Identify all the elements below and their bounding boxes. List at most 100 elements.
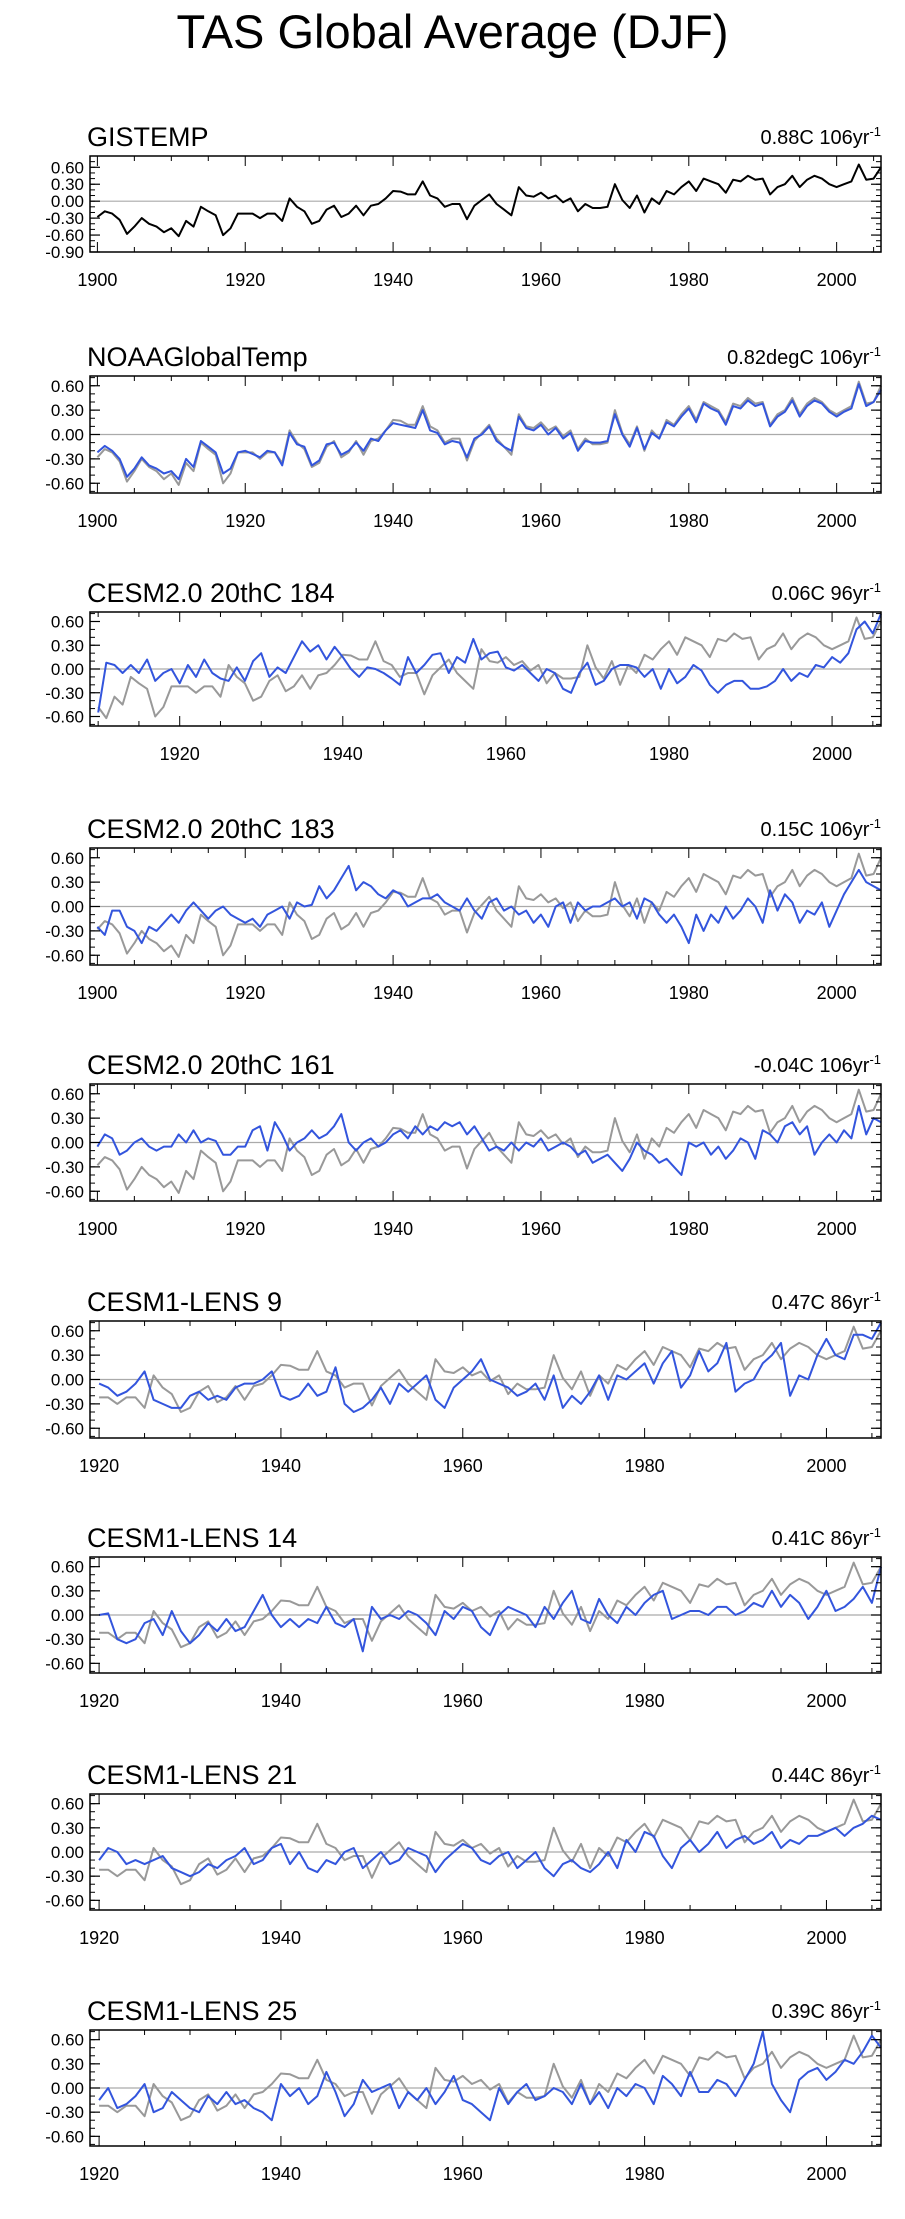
panel-title: CESM2.0 20thC 183 — [87, 814, 335, 844]
x-tick-label: 1980 — [625, 1928, 665, 1948]
x-tick-label: 1960 — [443, 1691, 483, 1711]
trend-exponent: -1 — [869, 816, 881, 831]
series-line-reference — [97, 616, 882, 720]
y-tick-label: -0.30 — [45, 684, 84, 703]
y-tick-label: 0.00 — [51, 426, 84, 445]
x-tick-label: 1980 — [669, 1219, 709, 1239]
y-tick-label: -0.30 — [45, 1630, 84, 1649]
y-tick-label: 0.30 — [51, 1109, 84, 1128]
y-tick-label: -0.30 — [45, 922, 84, 941]
panel-title: CESM1-LENS 9 — [87, 1287, 282, 1317]
series-line-reference — [96, 1088, 882, 1194]
y-tick-label: -0.30 — [45, 209, 84, 228]
panel-3: CESM2.0 20thC 184 0.06C 96yr-1 0.60 0.30 0.0… — [45, 578, 882, 764]
y-tick-label: -0.60 — [45, 1891, 84, 1910]
x-tick-label: 1940 — [261, 2164, 301, 2184]
x-tick-label: 2000 — [817, 270, 857, 290]
trend-exponent: -1 — [869, 1052, 881, 1067]
x-tick-label: 1980 — [625, 1691, 665, 1711]
x-tick-label: 1920 — [225, 270, 265, 290]
x-tick-label: 1940 — [373, 270, 413, 290]
x-tick-label: 1920 — [79, 1456, 119, 1476]
x-tick-label: 1940 — [373, 983, 413, 1003]
x-tick-label: 1920 — [79, 2164, 119, 2184]
y-tick-label: -0.60 — [45, 708, 84, 727]
plot-frame — [89, 155, 882, 253]
x-tick-label: 1940 — [261, 1456, 301, 1476]
panel-6: CESM1-LENS 9 0.47C 86yr-1 0.60 0.30 0.00 -0.3… — [45, 1287, 882, 1476]
series-line-model — [96, 864, 882, 945]
trend-exponent: -1 — [869, 124, 881, 139]
x-tick-label: 1900 — [77, 1219, 117, 1239]
x-tick-label: 1960 — [521, 270, 561, 290]
y-tick-label: 0.00 — [51, 660, 84, 679]
x-tick-label: 2000 — [817, 1219, 857, 1239]
x-tick-label: 2000 — [806, 2164, 846, 2184]
y-tick-label: 0.00 — [51, 1606, 84, 1625]
y-tick-label: -0.60 — [45, 474, 84, 493]
y-tick-label: 0.00 — [51, 1843, 84, 1862]
y-tick-label: 0.30 — [51, 1819, 84, 1838]
trend-label: 0.47C 86yr-1 — [772, 1289, 881, 1314]
figure-title: TAS Global Average (DJF) — [176, 5, 729, 58]
panel-5: CESM2.0 20thC 161 -0.04C 106yr-1 0.60 0.30 0… — [45, 1050, 882, 1239]
trend-exponent: -1 — [869, 1525, 881, 1540]
trend-label: 0.41C 86yr-1 — [772, 1525, 881, 1550]
y-tick-label: 0.60 — [51, 377, 84, 396]
y-tick-label: -0.90 — [45, 243, 84, 262]
y-tick-label: 0.30 — [51, 636, 84, 655]
panel-1: GISTEMP 0.88C 106yr-10.600.300.00-0.30-0.… — [45, 122, 882, 290]
x-tick-label: 1980 — [625, 1456, 665, 1476]
trend-label: 0.15C 106yr-1 — [760, 816, 881, 841]
trend-value: 0.44C 86yr — [772, 1765, 870, 1787]
x-tick-label: 1900 — [77, 270, 117, 290]
y-tick-label: 0.30 — [51, 1582, 84, 1601]
y-tick-label: 0.30 — [51, 1346, 84, 1365]
x-tick-label: 1960 — [486, 744, 526, 764]
x-tick-label: 1980 — [649, 744, 689, 764]
y-tick-label: -0.60 — [45, 226, 84, 245]
y-tick-label: 0.30 — [51, 401, 84, 420]
y-tick-label: 0.60 — [51, 1558, 84, 1577]
series-line-observed — [96, 163, 882, 238]
panel-title: NOAAGlobalTemp — [87, 342, 308, 372]
series-line-reference — [99, 1325, 882, 1413]
y-tick-label: 0.30 — [51, 2055, 84, 2074]
x-tick-label: 2000 — [806, 1456, 846, 1476]
series-line-model — [98, 1814, 882, 1878]
x-tick-label: 2000 — [806, 1691, 846, 1711]
x-tick-label: 1920 — [160, 744, 200, 764]
y-tick-label: -0.60 — [45, 1654, 84, 1673]
y-tick-label: -0.30 — [45, 1158, 84, 1177]
x-tick-label: 1980 — [669, 270, 709, 290]
trend-exponent: -1 — [869, 1289, 881, 1304]
trend-value: 0.41C 86yr — [772, 1528, 870, 1550]
panel-title: GISTEMP — [87, 122, 209, 152]
y-tick-label: 0.30 — [51, 873, 84, 892]
panel-title: CESM1-LENS 25 — [87, 1996, 297, 2026]
trend-exponent: -1 — [869, 1998, 881, 2013]
x-tick-label: 1920 — [79, 1691, 119, 1711]
series-line-reference — [96, 852, 882, 958]
x-tick-label: 1920 — [225, 1219, 265, 1239]
x-tick-label: 1960 — [521, 511, 561, 531]
x-tick-label: 1900 — [77, 983, 117, 1003]
x-tick-label: 1980 — [625, 2164, 665, 2184]
panel-title: CESM2.0 20thC 184 — [87, 578, 335, 608]
series-line-reference — [99, 1561, 882, 1649]
y-tick-label: 0.60 — [51, 849, 84, 868]
y-tick-label: 0.30 — [51, 175, 84, 194]
panel-title: CESM1-LENS 14 — [87, 1523, 297, 1553]
series-line-model — [96, 383, 882, 481]
x-tick-label: 1980 — [669, 983, 709, 1003]
x-tick-label: 1980 — [669, 511, 709, 531]
trend-label: 0.82degC 106yr-1 — [727, 344, 881, 369]
x-tick-label: 1940 — [373, 511, 413, 531]
y-tick-label: 0.00 — [51, 2079, 84, 2098]
series-line-reference — [99, 1798, 882, 1886]
series-line-model — [97, 613, 882, 713]
x-tick-label: 1940 — [373, 1219, 413, 1239]
y-tick-label: -0.60 — [45, 946, 84, 965]
